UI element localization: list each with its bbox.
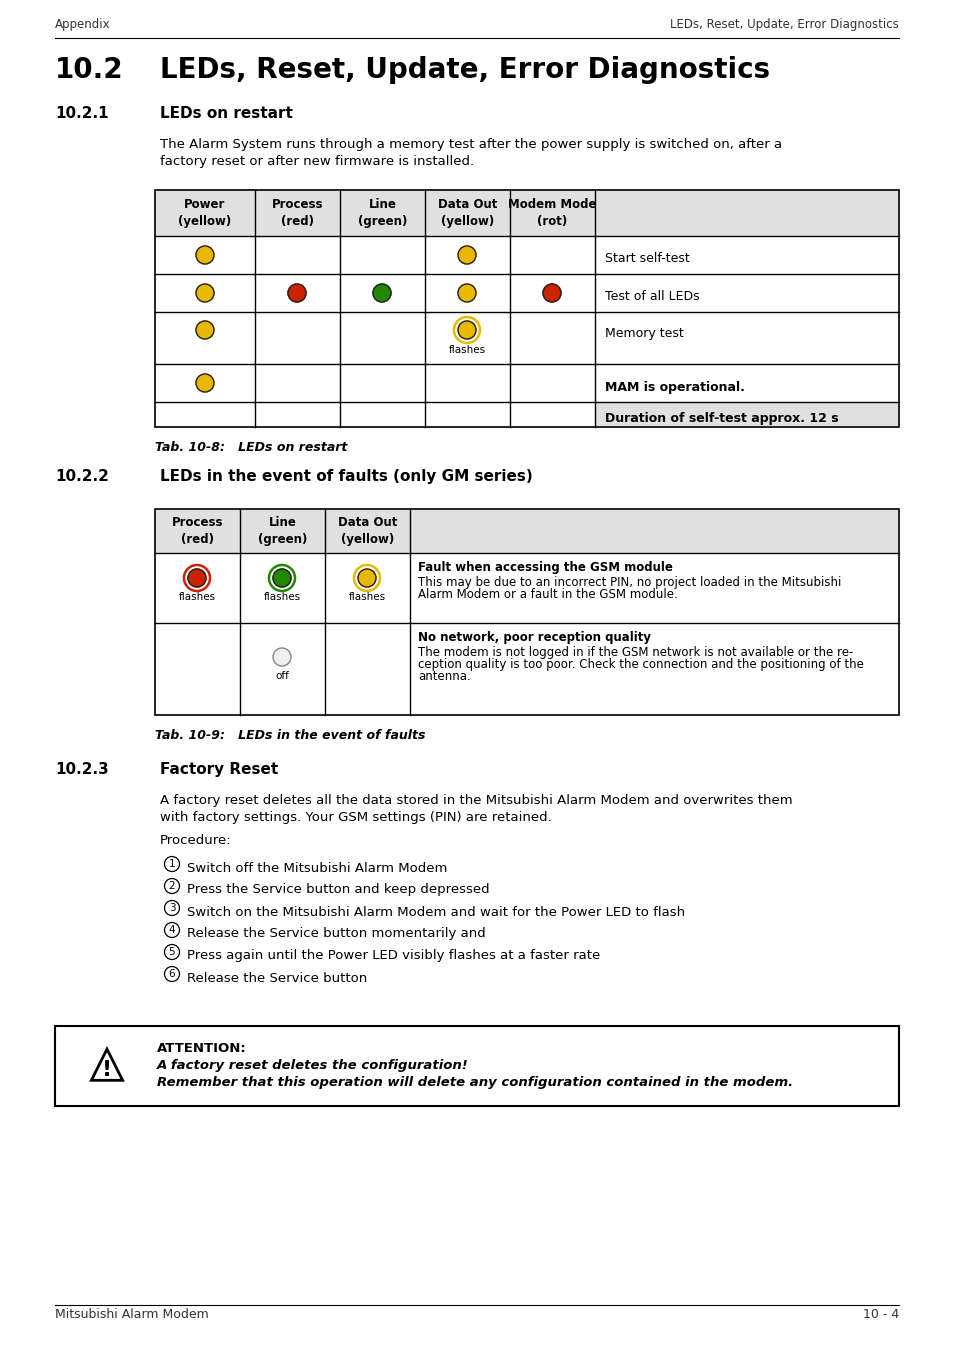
Circle shape [457, 284, 476, 303]
Text: Press the Service button and keep depressed: Press the Service button and keep depres… [187, 884, 489, 897]
Text: 3: 3 [169, 902, 175, 913]
Text: Appendix: Appendix [55, 18, 111, 31]
Circle shape [164, 966, 179, 981]
Text: No network, poor reception quality: No network, poor reception quality [417, 631, 650, 644]
Text: flashes: flashes [178, 592, 215, 603]
Text: Process
(red): Process (red) [172, 516, 223, 546]
Text: LEDs in the event of faults (only GM series): LEDs in the event of faults (only GM ser… [160, 469, 532, 484]
Circle shape [188, 569, 206, 586]
Text: 4: 4 [169, 925, 175, 935]
Circle shape [457, 246, 476, 263]
Circle shape [195, 284, 213, 303]
Circle shape [164, 901, 179, 916]
Text: 2: 2 [169, 881, 175, 892]
Text: factory reset or after new firmware is installed.: factory reset or after new firmware is i… [160, 155, 474, 168]
Circle shape [164, 857, 179, 871]
FancyBboxPatch shape [154, 190, 898, 236]
Text: A factory reset deletes all the data stored in the Mitsubishi Alarm Modem and ov: A factory reset deletes all the data sto… [160, 794, 792, 807]
Circle shape [273, 648, 291, 666]
Text: Data Out
(yellow): Data Out (yellow) [337, 516, 396, 546]
Text: This may be due to an incorrect PIN, no project loaded in the Mitsubishi: This may be due to an incorrect PIN, no … [417, 576, 841, 589]
Text: with factory settings. Your GSM settings (PIN) are retained.: with factory settings. Your GSM settings… [160, 811, 551, 824]
Circle shape [164, 944, 179, 959]
Text: Start self-test: Start self-test [604, 253, 689, 266]
Circle shape [195, 246, 213, 263]
Text: LEDs on restart: LEDs on restart [160, 105, 293, 122]
Text: Remember that this operation will delete any configuration contained in the mode: Remember that this operation will delete… [157, 1075, 792, 1089]
Text: ATTENTION:: ATTENTION: [157, 1042, 247, 1055]
Text: !: ! [102, 1061, 112, 1079]
Text: flashes: flashes [448, 345, 485, 355]
Text: 10.2.1: 10.2.1 [55, 105, 109, 122]
Text: Test of all LEDs: Test of all LEDs [604, 290, 699, 304]
Text: 10.2.3: 10.2.3 [55, 762, 109, 777]
Text: Power
(yellow): Power (yellow) [178, 199, 232, 227]
Text: Duration of self-test approx. 12 s: Duration of self-test approx. 12 s [604, 412, 838, 426]
Text: The Alarm System runs through a memory test after the power supply is switched o: The Alarm System runs through a memory t… [160, 138, 781, 151]
Circle shape [288, 284, 306, 303]
Text: Release the Service button momentarily and: Release the Service button momentarily a… [187, 928, 485, 940]
Text: 5: 5 [169, 947, 175, 957]
Circle shape [457, 322, 476, 339]
Polygon shape [91, 1050, 123, 1081]
Text: Switch on the Mitsubishi Alarm Modem and wait for the Power LED to flash: Switch on the Mitsubishi Alarm Modem and… [187, 905, 684, 919]
Text: Memory test: Memory test [604, 327, 683, 340]
Text: 10.2.2: 10.2.2 [55, 469, 109, 484]
Text: MAM is operational.: MAM is operational. [604, 381, 744, 393]
Circle shape [357, 569, 375, 586]
Text: Mitsubishi Alarm Modem: Mitsubishi Alarm Modem [55, 1308, 209, 1321]
Circle shape [373, 284, 391, 303]
Text: Fault when accessing the GSM module: Fault when accessing the GSM module [417, 561, 672, 574]
Text: Procedure:: Procedure: [160, 834, 232, 847]
Text: Line
(green): Line (green) [357, 199, 407, 227]
Text: LEDs, Reset, Update, Error Diagnostics: LEDs, Reset, Update, Error Diagnostics [670, 18, 898, 31]
Text: Alarm Modem or a fault in the GSM module.: Alarm Modem or a fault in the GSM module… [417, 588, 677, 601]
Circle shape [195, 374, 213, 392]
Text: ception quality is too poor. Check the connection and the positioning of the: ception quality is too poor. Check the c… [417, 658, 863, 671]
Text: The modem is not logged in if the GSM network is not available or the re-: The modem is not logged in if the GSM ne… [417, 646, 853, 659]
Text: Tab. 10-9:   LEDs in the event of faults: Tab. 10-9: LEDs in the event of faults [154, 730, 425, 742]
Text: Release the Service button: Release the Service button [187, 971, 367, 985]
Text: LEDs, Reset, Update, Error Diagnostics: LEDs, Reset, Update, Error Diagnostics [160, 55, 769, 84]
Circle shape [273, 569, 291, 586]
Text: flashes: flashes [263, 592, 300, 603]
Text: Switch off the Mitsubishi Alarm Modem: Switch off the Mitsubishi Alarm Modem [187, 862, 447, 874]
Text: 10 - 4: 10 - 4 [862, 1308, 898, 1321]
Circle shape [195, 322, 213, 339]
Text: 6: 6 [169, 969, 175, 979]
Text: Tab. 10-8:   LEDs on restart: Tab. 10-8: LEDs on restart [154, 440, 347, 454]
Text: Line
(green): Line (green) [257, 516, 307, 546]
Text: Data Out
(yellow): Data Out (yellow) [437, 199, 497, 227]
Text: Press again until the Power LED visibly flashes at a faster rate: Press again until the Power LED visibly … [187, 950, 599, 962]
Circle shape [542, 284, 560, 303]
Text: Factory Reset: Factory Reset [160, 762, 278, 777]
FancyBboxPatch shape [595, 403, 898, 427]
Text: 1: 1 [169, 859, 175, 869]
Text: Modem Mode
(rot): Modem Mode (rot) [508, 199, 597, 227]
Circle shape [164, 878, 179, 893]
Text: 10.2: 10.2 [55, 55, 124, 84]
Text: antenna.: antenna. [417, 670, 470, 684]
Text: flashes: flashes [348, 592, 385, 603]
Circle shape [164, 923, 179, 938]
Text: A factory reset deletes the configuration!: A factory reset deletes the configuratio… [157, 1059, 468, 1071]
Text: off: off [274, 671, 289, 681]
FancyBboxPatch shape [154, 509, 898, 553]
Text: Process
(red): Process (red) [272, 199, 323, 227]
